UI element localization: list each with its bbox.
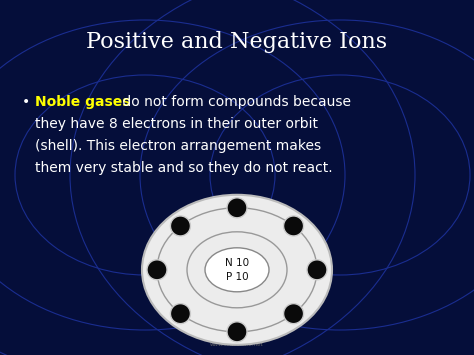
Circle shape [227,322,247,342]
Ellipse shape [142,195,332,345]
Text: •: • [22,95,30,109]
Circle shape [171,216,191,236]
Text: (shell). This electron arrangement makes: (shell). This electron arrangement makes [35,139,321,153]
Text: they have 8 electrons in their outer orbit: they have 8 electrons in their outer orb… [35,117,318,131]
Text: do not form compounds because: do not form compounds because [118,95,351,109]
Circle shape [147,260,167,280]
Text: Positive and Negative Ions: Positive and Negative Ions [86,31,388,53]
Text: P 10: P 10 [226,272,248,282]
Text: www.slideshare.net: www.slideshare.net [210,342,264,347]
Ellipse shape [205,248,269,292]
Circle shape [283,216,303,236]
Text: them very stable and so they do not react.: them very stable and so they do not reac… [35,161,333,175]
Text: N 10: N 10 [225,258,249,268]
Text: Noble gases: Noble gases [35,95,130,109]
Circle shape [283,304,303,324]
Circle shape [307,260,327,280]
Circle shape [171,304,191,324]
Circle shape [227,198,247,218]
